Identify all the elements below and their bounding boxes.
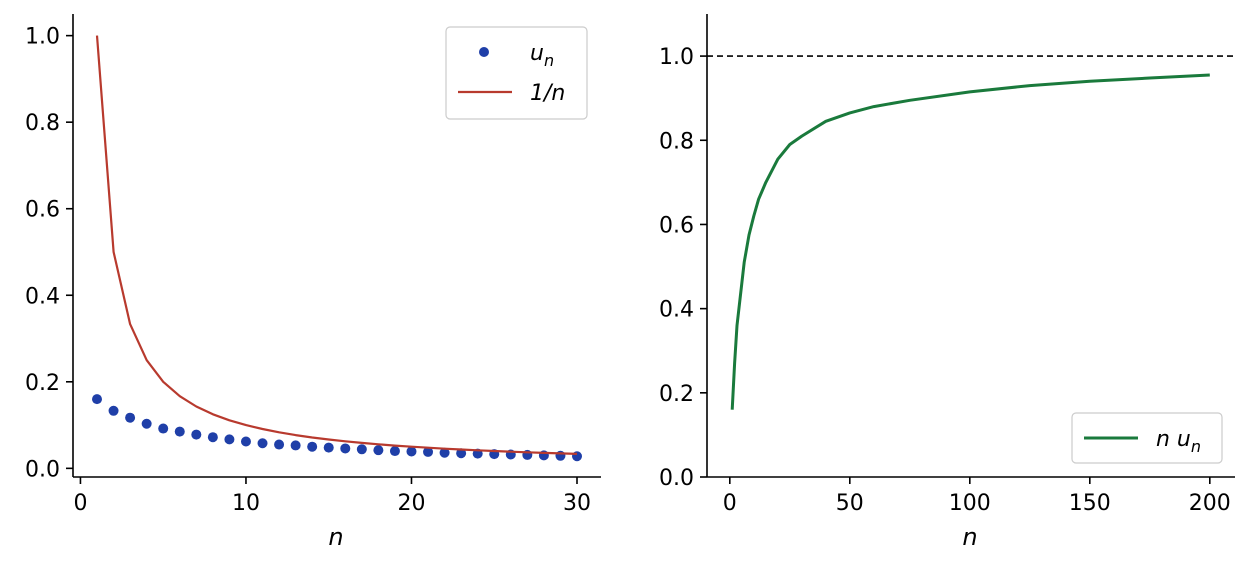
x-tick-label: 200	[1189, 491, 1231, 516]
scatter-point	[406, 446, 417, 457]
legend-box	[1071, 412, 1223, 464]
legend-label-main: n u	[1156, 427, 1191, 452]
scatter-point	[307, 441, 318, 452]
series-line	[730, 73, 1210, 410]
legend-label: un	[530, 41, 554, 70]
scatter-point	[373, 445, 384, 456]
x-tick-label: 10	[232, 491, 260, 516]
scatter-point	[257, 438, 268, 449]
legend-label-main: u	[530, 41, 544, 66]
y-tick-label: 0.2	[25, 371, 60, 396]
y-tick-label: 0.0	[659, 466, 694, 491]
scatter-point	[423, 446, 434, 457]
legend-marker	[479, 47, 489, 57]
scatter-point	[207, 432, 218, 443]
scatter-point	[92, 394, 102, 405]
x-tick-label: 30	[563, 491, 591, 516]
scatter-point	[290, 440, 301, 451]
legend-box	[445, 26, 588, 120]
scatter-point	[174, 426, 185, 437]
y-tick-label: 0.2	[659, 382, 694, 407]
scatter-point	[158, 423, 169, 434]
scatter-point	[274, 439, 285, 450]
scatter-point	[356, 444, 367, 455]
y-tick-label: 0.8	[659, 129, 694, 154]
legend-label: 1/n	[530, 81, 565, 106]
x-tick-label: 0	[73, 491, 87, 516]
x-tick-label: 50	[836, 491, 864, 516]
legend-label-subscript: n	[1191, 437, 1201, 456]
x-tick-label: 100	[949, 491, 991, 516]
y-tick-label: 1.0	[25, 25, 60, 50]
x-tick-label: 150	[1069, 491, 1111, 516]
scatter-point	[224, 434, 235, 445]
legend-label: n un	[1156, 427, 1201, 456]
y-tick-label: 0.8	[25, 111, 60, 136]
y-tick-label: 0.4	[659, 298, 694, 323]
x-axis-label: n	[328, 523, 343, 551]
scatter-point	[125, 412, 136, 423]
series-line	[95, 35, 578, 455]
legend-label-main: 1/n	[530, 81, 565, 106]
scatter-point	[141, 418, 152, 429]
x-tick-label: 0	[723, 491, 737, 516]
scatter-point	[439, 447, 450, 458]
y-tick-label: 0.4	[25, 284, 60, 309]
scatter-point	[240, 436, 251, 447]
scatter-point	[323, 442, 334, 453]
x-axis-label: n	[962, 523, 977, 551]
y-tick-label: 0.0	[25, 457, 60, 482]
scatter-point	[340, 443, 351, 454]
y-tick-label: 0.6	[25, 198, 60, 223]
scatter-point	[108, 405, 119, 416]
scatter-point	[191, 429, 202, 440]
x-tick-label: 20	[397, 491, 425, 516]
y-tick-label: 1.0	[659, 45, 694, 70]
legend-label-subscript: n	[544, 51, 554, 70]
y-tick-label: 0.6	[659, 213, 694, 238]
scatter-point	[389, 446, 400, 457]
